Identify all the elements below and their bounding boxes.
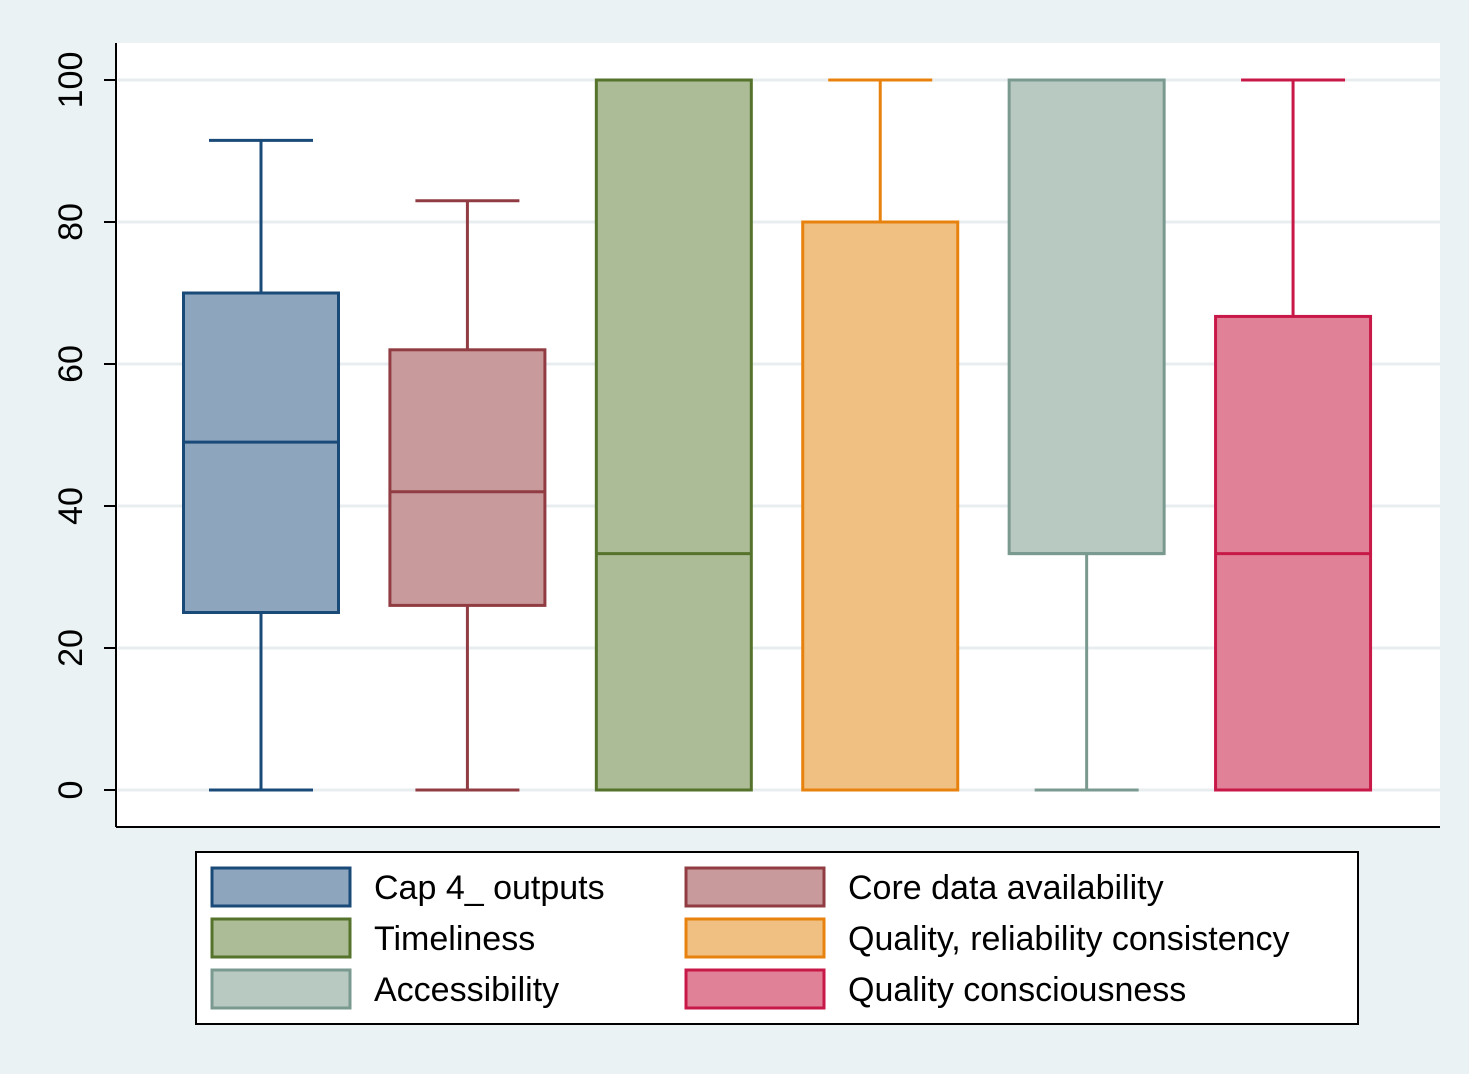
legend-label: Accessibility bbox=[374, 971, 559, 1009]
iqr-box bbox=[182, 291, 340, 614]
y-tick-label: 80 bbox=[52, 203, 90, 241]
legend-swatch bbox=[210, 917, 352, 959]
box-5 bbox=[1007, 78, 1166, 792]
legend-swatch bbox=[210, 968, 352, 1010]
legend-item-6: Quality consciousness bbox=[684, 968, 1186, 1010]
y-tick-label: 20 bbox=[52, 629, 90, 667]
y-ticks: 0 20 40 60 80 100 bbox=[52, 52, 116, 800]
box-4 bbox=[801, 78, 960, 792]
iqr-box bbox=[801, 220, 960, 792]
boxes bbox=[182, 78, 1373, 792]
legend-item-5: Accessibility bbox=[210, 968, 559, 1010]
legend-item-2: Core data availability bbox=[684, 866, 1164, 908]
legend-item-4: Quality, reliability consistency bbox=[684, 917, 1290, 959]
legend-item-1: Cap 4_ outputs bbox=[210, 866, 605, 908]
axes bbox=[115, 43, 1440, 828]
iqr-box bbox=[594, 78, 753, 792]
legend-swatch bbox=[684, 968, 826, 1010]
legend-label: Timeliness bbox=[374, 920, 535, 958]
legend-swatch bbox=[684, 917, 826, 959]
y-tick-label: 40 bbox=[52, 487, 90, 525]
legend-label: Quality consciousness bbox=[848, 971, 1186, 1009]
legend-item-3: Timeliness bbox=[210, 917, 535, 959]
y-tick-label: 60 bbox=[52, 345, 90, 383]
box-2 bbox=[388, 199, 547, 792]
legend-label: Quality, reliability consistency bbox=[848, 920, 1290, 958]
iqr-box bbox=[388, 348, 547, 607]
box-6 bbox=[1214, 78, 1373, 792]
y-tick-label: 100 bbox=[52, 52, 90, 109]
legend-swatch bbox=[210, 866, 352, 908]
legend-swatch bbox=[684, 866, 826, 908]
y-tick-label: 0 bbox=[52, 781, 90, 800]
legend-label: Cap 4_ outputs bbox=[374, 869, 605, 907]
legend: Cap 4_ outputs Core data availability Time… bbox=[195, 851, 1359, 1025]
legend-label: Core data availability bbox=[848, 869, 1164, 907]
box-3 bbox=[594, 78, 753, 792]
box-1 bbox=[182, 138, 340, 792]
iqr-box bbox=[1007, 78, 1166, 556]
